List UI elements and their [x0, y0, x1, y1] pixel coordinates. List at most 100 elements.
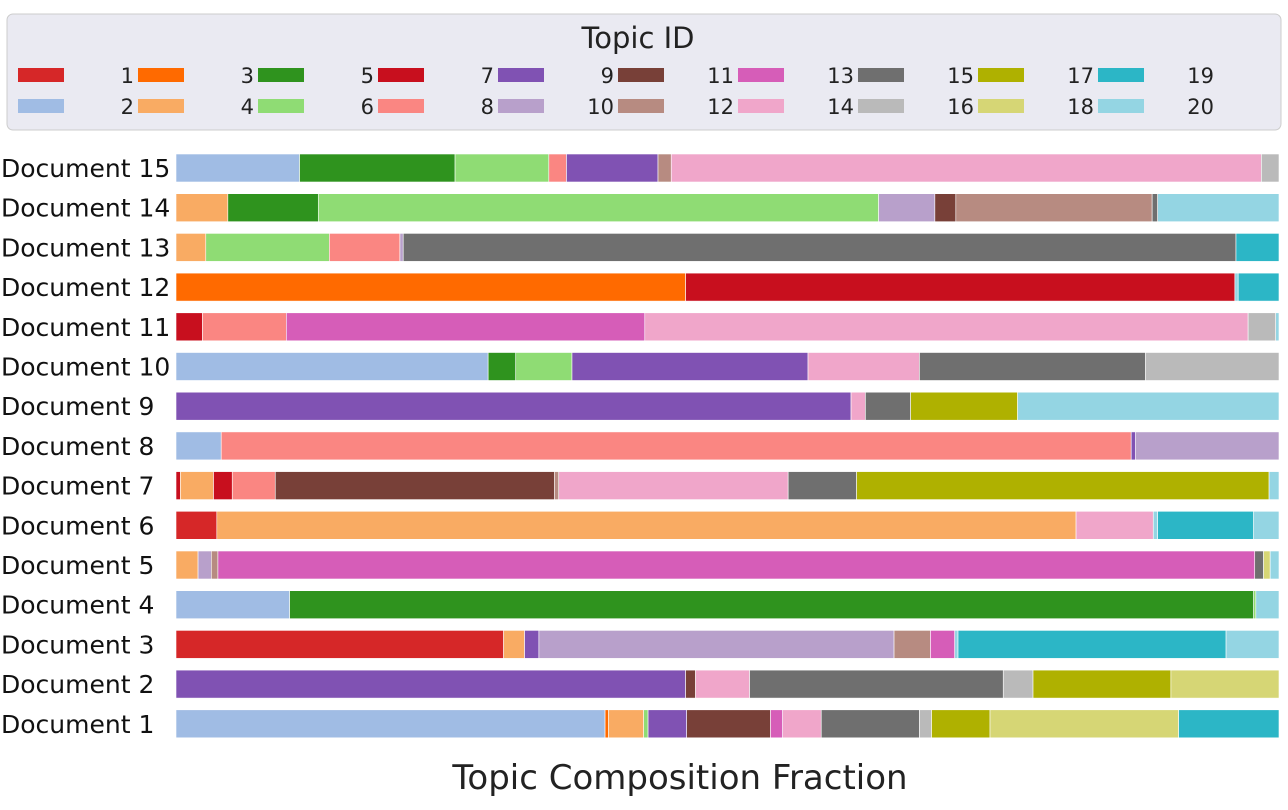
segment-document-4-topic-6-2: [1253, 590, 1257, 620]
segment-document-3-topic-19-7: [957, 630, 1227, 659]
legend-item-topic-12: 12: [618, 95, 734, 119]
segment-document-5-topic-13-3: [217, 550, 1256, 580]
segment-document-7-topic-4-1: [180, 471, 214, 500]
segment-document-6-topic-14-2: [1075, 510, 1154, 540]
segment-document-10-topic-16-6: [1145, 352, 1280, 381]
legend-label-topic-13: 13: [827, 64, 854, 88]
legend-item-topic-4: 4: [138, 95, 254, 119]
segment-document-7-topic-8-3: [231, 471, 276, 500]
legend-item-topic-8: 8: [378, 95, 494, 119]
segment-document-15-topic-12-5: [657, 153, 672, 183]
bar-document-14: [175, 193, 1280, 222]
segment-document-3-topic-12-4: [893, 630, 931, 659]
legend-item-topic-9: 9: [498, 64, 614, 88]
legend-label-topic-7: 7: [481, 64, 494, 88]
segment-document-14-topic-5-1: [227, 193, 319, 222]
segment-document-3-topic-13-5: [930, 630, 956, 659]
legend-item-topic-20: 20: [1098, 95, 1214, 119]
segment-document-12-topic-7-1: [685, 272, 1236, 302]
segment-document-1-topic-16-9: [919, 709, 932, 739]
legend-title: Topic ID: [580, 21, 694, 55]
bar-document-13: [175, 233, 1280, 262]
segment-document-2-topic-16-4: [1002, 669, 1034, 699]
legend-item-topic-16: 16: [858, 95, 974, 119]
row-label-document-8: Document 8: [1, 432, 154, 461]
segment-document-10-topic-5-1: [487, 352, 517, 381]
segment-document-10-topic-14-4: [807, 352, 920, 381]
legend-swatch-topic-12: [618, 99, 664, 113]
segment-document-1-topic-9-4: [647, 709, 687, 739]
legend-item-topic-10: 10: [498, 95, 614, 119]
segment-document-11-topic-14-3: [644, 312, 1249, 342]
row-label-document-10: Document 10: [1, 353, 170, 382]
segment-document-13-topic-6-1: [205, 233, 330, 262]
segment-document-8-topic-10-3: [1135, 431, 1280, 461]
legend-label-topic-19: 19: [1187, 64, 1214, 88]
legend-swatch-topic-2: [18, 99, 64, 113]
segment-document-4-topic-2-0: [175, 590, 290, 620]
document-labels: Document 15 Document 14 Document 13 Documen…: [1, 154, 170, 739]
legend-label-topic-10: 10: [587, 95, 614, 119]
legend-swatch-topic-14: [738, 99, 784, 113]
legend-label-topic-15: 15: [947, 64, 974, 88]
bar-document-8: [175, 431, 1280, 461]
segment-document-7-topic-12-5: [554, 471, 560, 500]
segment-document-4-topic-20-3: [1255, 590, 1280, 620]
legend-item-topic-11: 11: [618, 64, 734, 88]
segment-document-2-topic-11-1: [685, 669, 696, 699]
segment-document-15-topic-14-6: [670, 153, 1262, 183]
legend-swatch-topic-19: [1098, 68, 1144, 82]
legend-item-topic-14: 14: [738, 95, 854, 119]
segment-document-13-topic-10-3: [399, 233, 404, 262]
segment-document-3-topic-4-1: [503, 630, 525, 659]
segment-document-2-topic-14-2: [695, 669, 750, 699]
bar-document-3: [175, 630, 1280, 659]
legend-item-topic-2: 2: [18, 95, 134, 119]
legend-item-topic-5: 5: [258, 64, 374, 88]
legend-label-topic-14: 14: [827, 95, 854, 119]
legend-swatch-topic-1: [18, 68, 64, 82]
segment-document-3-topic-20-6: [954, 630, 959, 659]
segment-document-5-topic-4-0: [175, 550, 199, 580]
segment-document-7-topic-20-9: [1268, 471, 1280, 500]
segment-document-1-topic-6-3: [643, 709, 649, 739]
segment-document-1-topic-14-7: [782, 709, 822, 739]
segment-document-12-topic-19-3: [1237, 272, 1280, 302]
row-label-document-14: Document 14: [1, 194, 170, 223]
legend-swatch-topic-18: [978, 99, 1024, 113]
segment-document-7-topic-7-0: [175, 471, 181, 500]
bar-document-1: [175, 709, 1280, 739]
segment-document-10-topic-6-2: [515, 352, 573, 381]
legend-label-topic-12: 12: [707, 95, 734, 119]
legend-label-topic-8: 8: [481, 95, 494, 119]
segment-document-8-topic-2-0: [175, 431, 222, 461]
segment-document-14-topic-4-0: [175, 193, 229, 222]
segment-document-1-topic-15-8: [820, 709, 920, 739]
legend-label-topic-11: 11: [707, 64, 734, 88]
segment-document-2-topic-18-6: [1170, 669, 1280, 699]
legend-item-topic-7: 7: [378, 64, 494, 88]
segment-document-5-topic-12-2: [211, 550, 219, 580]
legend-item-topic-18: 18: [978, 95, 1094, 119]
row-label-document-5: Document 5: [1, 551, 154, 580]
segment-document-2-topic-9-0: [175, 669, 686, 699]
legend-label-topic-5: 5: [361, 64, 374, 88]
row-label-document-2: Document 2: [1, 670, 154, 699]
segment-document-1-topic-17-10: [931, 709, 991, 739]
bar-document-15: [175, 153, 1280, 183]
bar-document-12: [175, 272, 1280, 302]
legend-label-topic-6: 6: [361, 95, 374, 119]
segment-document-3-topic-1-0: [175, 630, 504, 659]
x-axis-label: Topic Composition Fraction: [451, 758, 907, 798]
segment-document-6-topic-20-3: [1152, 510, 1158, 540]
segment-document-10-topic-9-3: [571, 352, 809, 381]
segment-document-8-topic-8-1: [220, 431, 1132, 461]
legend-label-topic-9: 9: [601, 64, 614, 88]
segment-document-9-topic-15-2: [865, 391, 911, 421]
legend-item-topic-1: 1: [18, 64, 134, 88]
legend-swatch-topic-6: [258, 99, 304, 113]
segment-document-10-topic-2-0: [175, 352, 489, 381]
